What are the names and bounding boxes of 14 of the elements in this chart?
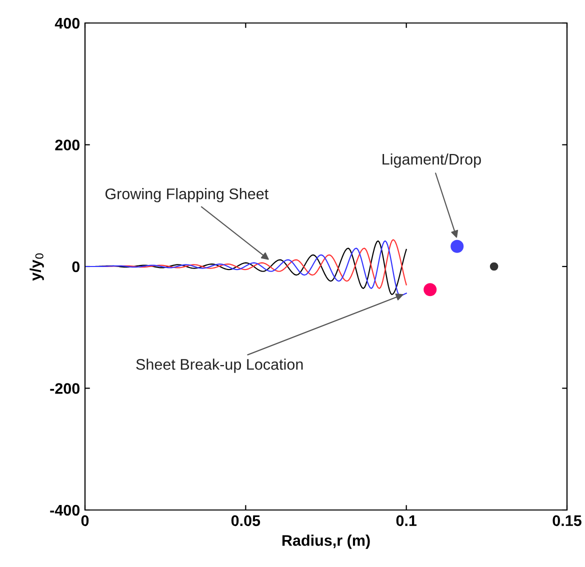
y-axis-title: y/y$_{0}$: [30, 253, 44, 281]
y-tick-label: 400: [54, 18, 80, 29]
annotation: Ligament/Drop: [382, 153, 481, 168]
y-tick-label: -200: [50, 383, 80, 394]
y-tick-label: 0: [72, 261, 80, 272]
x-axis-title: Radius,r (m): [282, 534, 370, 549]
x-tick-label: 0.05: [231, 515, 260, 526]
annotation: Sheet Break-up Location: [136, 358, 303, 373]
x-tick-label: 0.15: [552, 515, 582, 526]
annotation: Growing Flapping Sheet: [105, 188, 268, 202]
x-tick-label: 0: [81, 515, 89, 526]
y-tick-label: 200: [55, 140, 80, 150]
x-tick-label: 0.1: [396, 515, 417, 526]
y-tick-label: -400: [50, 504, 80, 516]
